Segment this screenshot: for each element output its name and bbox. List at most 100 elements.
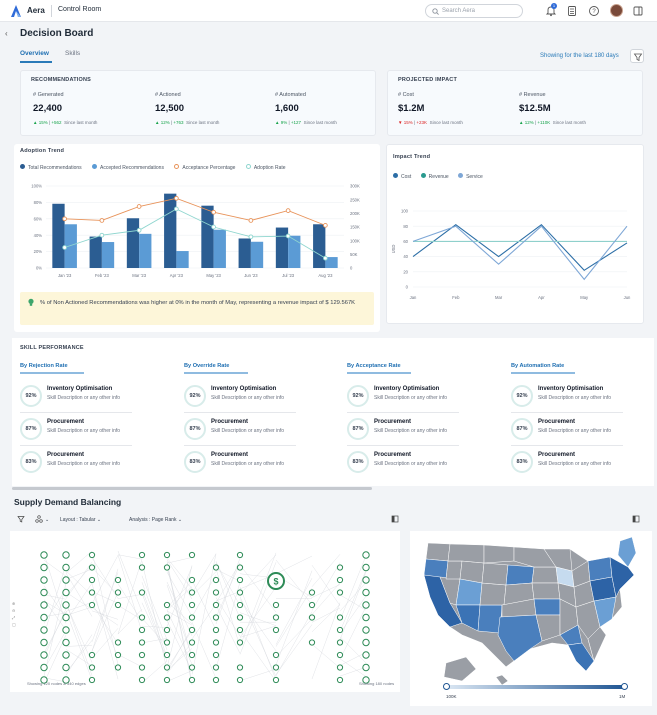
chevron-down-icon[interactable]: ⌄: [45, 517, 50, 523]
skill-column-header[interactable]: By Automation Rate: [511, 363, 565, 369]
skill-name: Procurement: [374, 452, 412, 458]
map-state[interactable]: [567, 642, 595, 672]
map-state[interactable]: [481, 562, 509, 586]
calculator-icon[interactable]: [566, 5, 578, 17]
map-state[interactable]: [513, 546, 557, 568]
skill-row[interactable]: 87% Procurement Skill Description or any o…: [20, 416, 160, 446]
aera-logo-icon[interactable]: [9, 4, 23, 18]
network-edge: [215, 562, 241, 606]
legend-item[interactable]: Service: [458, 173, 483, 180]
user-avatar[interactable]: [610, 4, 623, 17]
network-graph[interactable]: $: [10, 531, 400, 692]
network-node: [40, 588, 48, 597]
network-node: [62, 601, 70, 609]
map-state[interactable]: [505, 564, 535, 586]
network-node: [88, 664, 96, 671]
tab-overview[interactable]: Overview: [20, 50, 49, 57]
zoom-controls[interactable]: ⊕ ⊖ ⤢ ▢: [12, 601, 16, 627]
map-state[interactable]: [445, 560, 463, 580]
network-edge: [91, 568, 119, 652]
skill-row[interactable]: 87% Procurement Skill Description or any o…: [511, 416, 651, 446]
skill-score-ring: 83%: [184, 451, 206, 473]
line-service: [412, 225, 628, 281]
x-tick-label: Mar: [495, 295, 503, 300]
filter-button[interactable]: [630, 49, 644, 63]
skill-name: Procurement: [47, 452, 85, 458]
metric-delta: ▲ 15% | +562 Since last month: [33, 120, 98, 125]
us-choropleth-map[interactable]: [410, 531, 652, 691]
panel-toggle-icon[interactable]: [632, 5, 644, 17]
legend-item[interactable]: Acceptance Percentage: [174, 164, 235, 171]
legend-item[interactable]: Adoption Rate: [245, 164, 286, 171]
map-state[interactable]: [447, 543, 485, 564]
map-state[interactable]: [589, 576, 617, 602]
skill-row[interactable]: 92% Inventory Optimisation Skill Descripti…: [511, 383, 651, 413]
map-state-hawaii[interactable]: [495, 674, 509, 686]
network-edge: [339, 582, 367, 612]
skill-row[interactable]: 92% Inventory Optimisation Skill Descripti…: [347, 383, 487, 413]
map-panel[interactable]: [410, 531, 652, 706]
skill-row[interactable]: 92% Inventory Optimisation Skill Descripti…: [184, 383, 324, 413]
skill-column-header[interactable]: By Acceptance Rate: [347, 363, 401, 369]
map-state[interactable]: [483, 544, 515, 564]
back-chevron-icon[interactable]: ‹: [5, 29, 8, 38]
network-edge: [311, 604, 341, 633]
date-range-text[interactable]: Showing for the last 180 days: [540, 53, 619, 59]
map-state[interactable]: [533, 598, 561, 616]
map-state[interactable]: [477, 604, 503, 634]
skill-row[interactable]: 83% Procurement Skill Description or any o…: [20, 449, 160, 479]
skill-column-header[interactable]: By Rejection Rate: [20, 363, 68, 369]
map-state[interactable]: [455, 578, 483, 606]
map-state[interactable]: [479, 582, 507, 606]
map-state[interactable]: [587, 556, 613, 582]
gradient-handle-max[interactable]: [621, 683, 628, 690]
skill-row[interactable]: 83% Procurement Skill Description or any o…: [184, 449, 324, 479]
network-edge: [91, 591, 119, 604]
panel-toggle-icon[interactable]: [632, 515, 640, 523]
gradient-handle-min[interactable]: [443, 683, 450, 690]
legend-item[interactable]: Accepted Recommendations: [92, 164, 164, 171]
map-state[interactable]: [593, 596, 617, 628]
network-edge: [91, 572, 119, 642]
skill-row[interactable]: 87% Procurement Skill Description or any o…: [347, 416, 487, 446]
dollar-icon: $: [273, 577, 278, 587]
map-state[interactable]: [531, 566, 559, 584]
skill-row[interactable]: 83% Procurement Skill Description or any o…: [347, 449, 487, 479]
horizontal-scrollbar[interactable]: [12, 487, 372, 490]
network-graph-panel[interactable]: $: [10, 531, 400, 692]
network-edge: [117, 554, 143, 633]
map-state-alaska[interactable]: [443, 656, 477, 682]
network-node: [212, 651, 220, 659]
network-edge: [65, 606, 93, 616]
recommendations-card: RECOMMENDATIONS # Generated 22,400 ▲ 15%…: [20, 70, 376, 136]
skill-row[interactable]: 87% Procurement Skill Description or any o…: [184, 416, 324, 446]
network-edge: [275, 578, 313, 645]
legend-item[interactable]: Cost: [393, 173, 411, 180]
network-icon[interactable]: [35, 515, 43, 523]
legend-item[interactable]: Revenue: [420, 173, 449, 180]
analysis-select[interactable]: Analysis : Page Rank ⌄: [129, 517, 183, 523]
bar-total-recommendations: [313, 224, 326, 268]
skill-row[interactable]: 83% Procurement Skill Description or any o…: [511, 449, 651, 479]
map-state[interactable]: [425, 542, 451, 562]
skill-column-header[interactable]: By Override Rate: [184, 363, 230, 369]
adoption-legend: Total Recommendations Accepted Recommend…: [20, 164, 286, 171]
network-node: [188, 626, 196, 634]
network-edge: [141, 618, 168, 646]
legend-item[interactable]: Total Recommendations: [20, 164, 82, 171]
network-edge: [166, 627, 193, 672]
map-state[interactable]: [617, 536, 637, 568]
skill-row[interactable]: 92% Inventory Optimisation Skill Descripti…: [20, 383, 160, 413]
filter-icon[interactable]: [17, 515, 25, 523]
point-adoption-rate: [62, 245, 67, 250]
help-icon[interactable]: ?: [588, 5, 600, 17]
search-input[interactable]: Search Aera: [425, 4, 523, 18]
map-state[interactable]: [531, 582, 561, 600]
map-state[interactable]: [587, 626, 607, 662]
network-node: [62, 588, 70, 597]
network-edge: [166, 620, 193, 672]
tab-skills[interactable]: Skills: [65, 50, 81, 57]
network-node: [62, 551, 70, 559]
layout-select[interactable]: Layout : Tabular ⌄: [60, 517, 102, 523]
panel-toggle-icon[interactable]: [391, 515, 399, 523]
